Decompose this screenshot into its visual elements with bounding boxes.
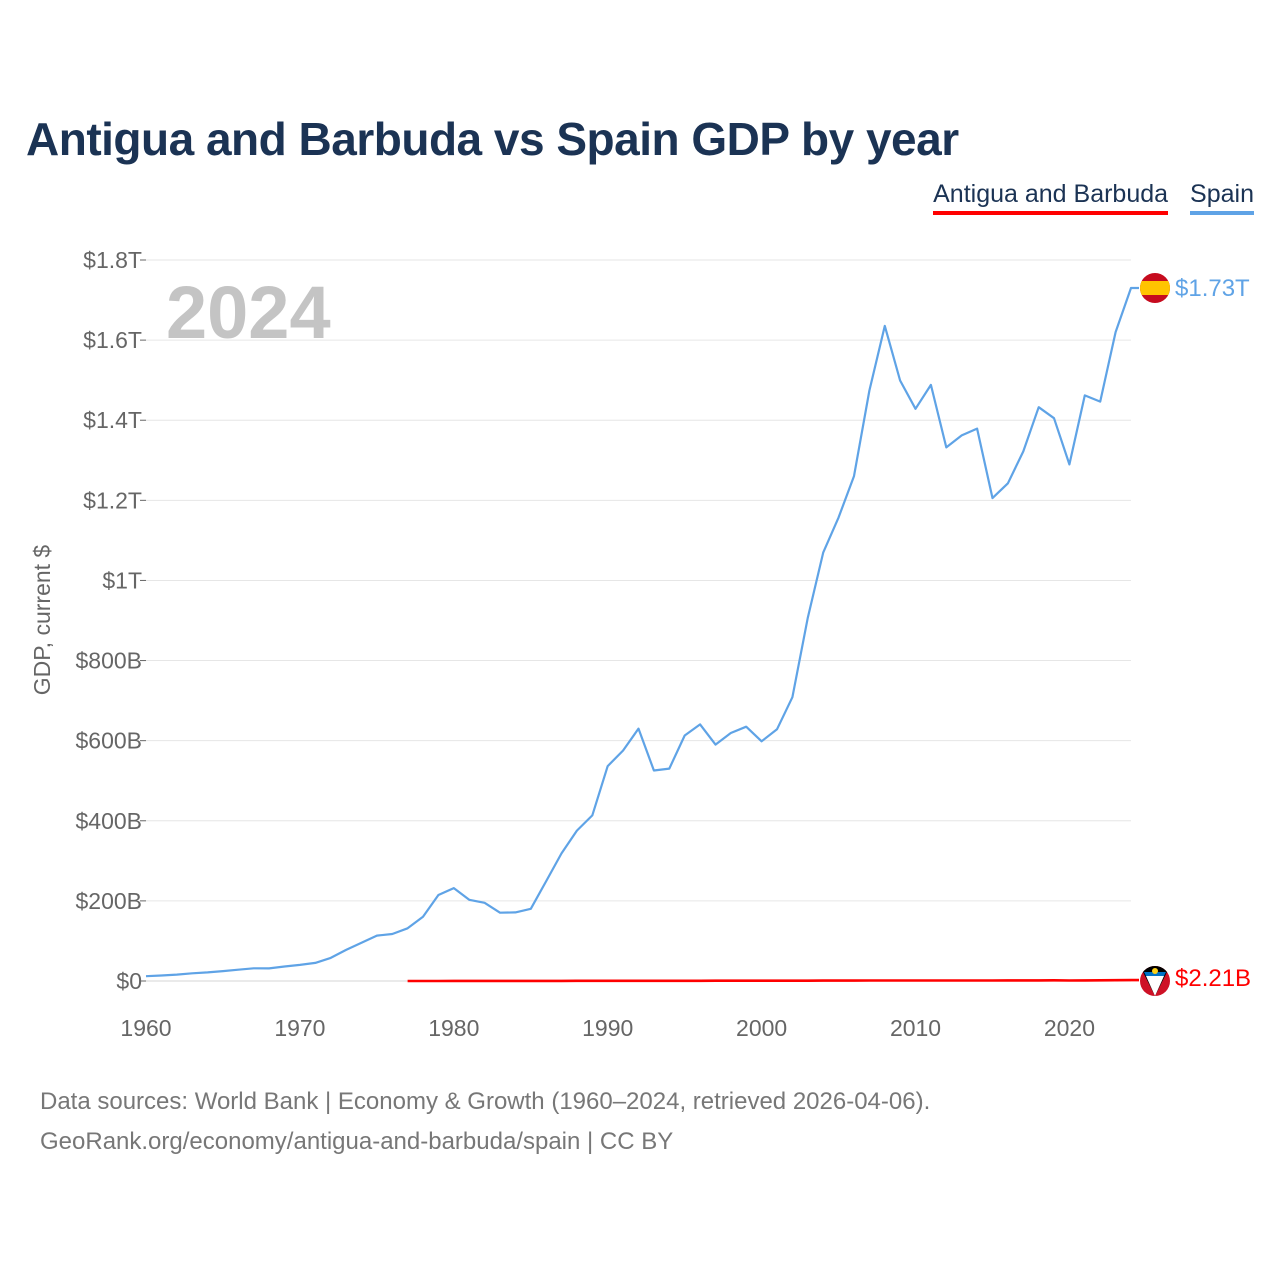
legend-item-spain[interactable]: Spain (1190, 180, 1254, 215)
spain-flag-icon (1140, 273, 1170, 303)
x-tick-label: 1960 (120, 1015, 171, 1041)
antigua-and-barbuda-flag-icon (1140, 966, 1170, 996)
x-tick-label: 2010 (890, 1015, 941, 1041)
y-axis-ticks: $0 $200B $400B $600B $800B $1T $1.2T $1.4T $1.6T… (75, 247, 146, 994)
y-tick-label: $1T (102, 567, 142, 593)
gridlines (146, 259, 1131, 982)
y-tick-label: $600B (75, 728, 142, 754)
y-tick-label: $200B (75, 888, 142, 914)
footer-link[interactable]: GeoRank.org/economy/antigua-and-barbuda/… (40, 1128, 674, 1155)
series-line-antigua-and-barbuda[interactable] (407, 978, 1139, 983)
antigua-and-barbuda-end-label: $2.21B (1175, 965, 1251, 992)
y-tick-label: $1.2T (83, 487, 142, 513)
footer: Data sources: World Bank | Economy & Gro… (40, 1082, 930, 1162)
x-tick-label: 1980 (428, 1015, 479, 1041)
x-tick-label: 1970 (274, 1015, 325, 1041)
y-axis-label: GDP, current $ (29, 545, 55, 696)
y-tick-label: $800B (75, 648, 142, 674)
y-tick-label: $1.6T (83, 327, 142, 353)
y-tick-label: $1.8T (83, 247, 142, 273)
footer-sources: Data sources: World Bank | Economy & Gro… (40, 1088, 931, 1115)
y-tick-label: $1.4T (83, 407, 142, 433)
series-lines (145, 286, 1139, 983)
legend: Antigua and Barbuda Spain (933, 180, 1254, 215)
spain-end-label: $1.73T (1175, 275, 1250, 302)
x-axis-ticks: 1960 1970 1980 1990 2000 2010 2020 (120, 1015, 1095, 1041)
x-tick-label: 2020 (1044, 1015, 1095, 1041)
legend-item-antigua-and-barbuda[interactable]: Antigua and Barbuda (933, 180, 1169, 215)
x-tick-label: 2000 (736, 1015, 787, 1041)
x-tick-label: 1990 (582, 1015, 633, 1041)
y-tick-label: $400B (75, 808, 142, 834)
series-line-spain[interactable] (145, 286, 1139, 978)
year-watermark: 2024 (166, 271, 331, 354)
chart-title: Antigua and Barbuda vs Spain GDP by year (26, 113, 959, 165)
y-tick-label: $0 (116, 968, 142, 994)
